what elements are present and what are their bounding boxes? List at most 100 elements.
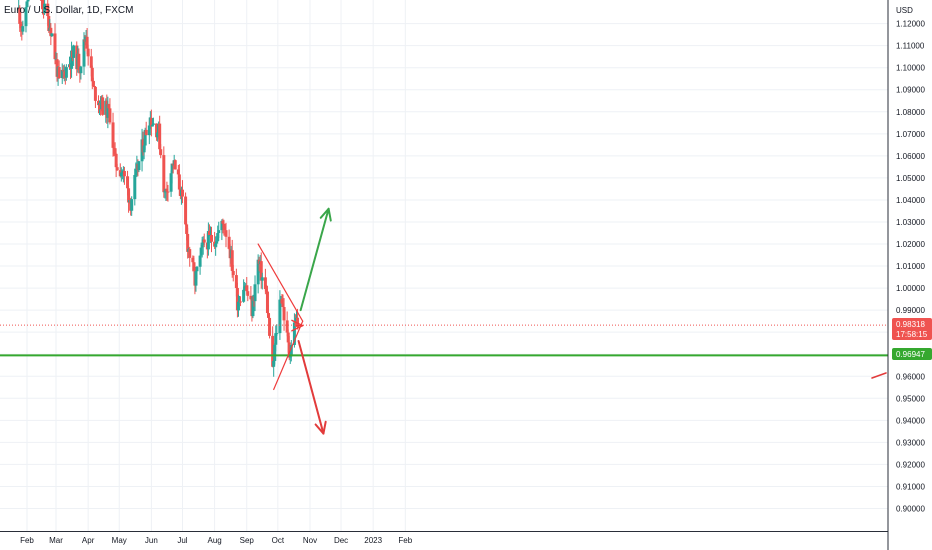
candle-bearish[interactable] <box>162 155 166 193</box>
candle-bullish[interactable] <box>274 333 278 345</box>
candle-bearish[interactable] <box>264 289 268 292</box>
candle-bearish[interactable] <box>177 174 181 190</box>
candle-bullish[interactable] <box>130 199 134 211</box>
candle-bearish[interactable] <box>111 122 115 148</box>
candle-bearish[interactable] <box>47 16 51 32</box>
bearish-arrow-head[interactable] <box>314 420 327 435</box>
breakout-pointer-arrow-head[interactable] <box>291 319 304 332</box>
candle-bearish[interactable] <box>184 196 188 225</box>
candle-bullish[interactable] <box>251 296 255 317</box>
candle-bullish[interactable] <box>119 172 123 177</box>
candle-bullish[interactable] <box>242 289 246 302</box>
candle-bullish[interactable] <box>275 333 279 335</box>
candle-bearish[interactable] <box>282 307 286 321</box>
candle-bullish[interactable] <box>43 3 47 14</box>
candle-bearish[interactable] <box>176 169 180 175</box>
candle-bearish[interactable] <box>281 303 285 308</box>
bearish-arrow-shaft[interactable] <box>297 339 325 435</box>
candle-bearish[interactable] <box>239 301 243 303</box>
candle-bullish[interactable] <box>199 247 203 256</box>
bullish-arrow-head[interactable] <box>319 207 332 222</box>
candlestick-series[interactable] <box>17 0 300 377</box>
candle-bullish[interactable] <box>216 233 220 242</box>
candle-bearish[interactable] <box>224 230 228 237</box>
candle-bearish[interactable] <box>155 123 159 138</box>
candle-bullish[interactable] <box>194 271 198 286</box>
candle-bearish[interactable] <box>221 220 225 224</box>
candle-bearish[interactable] <box>287 342 291 358</box>
candle-bearish[interactable] <box>149 117 153 127</box>
candle-bearish[interactable] <box>231 270 235 276</box>
candle-bearish[interactable] <box>223 227 227 231</box>
candle-bearish[interactable] <box>115 167 119 171</box>
candle-bearish[interactable] <box>268 317 272 336</box>
candle-bearish[interactable] <box>286 332 290 343</box>
candle-bearish[interactable] <box>246 291 250 296</box>
candle-bullish[interactable] <box>215 241 219 244</box>
candle-bearish[interactable] <box>127 188 131 203</box>
candle-bearish[interactable] <box>113 148 117 154</box>
candle-bearish[interactable] <box>259 261 263 281</box>
candle-bullish[interactable] <box>133 174 137 200</box>
symbol-title[interactable]: Euro / U.S. Dollar, 1D, FXCM <box>4 5 134 16</box>
candle-bullish[interactable] <box>64 67 68 78</box>
candle-bullish[interactable] <box>24 7 28 27</box>
candle-bearish[interactable] <box>173 160 177 170</box>
candle-bearish[interactable] <box>126 176 130 189</box>
candle-bullish[interactable] <box>72 45 76 58</box>
candle-bearish[interactable] <box>53 33 57 60</box>
candle-bullish[interactable] <box>220 220 224 231</box>
candle-bearish[interactable] <box>222 223 226 228</box>
candle-bullish[interactable] <box>214 243 218 247</box>
candle-bearish[interactable] <box>41 0 45 10</box>
candle-bullish[interactable] <box>79 66 83 74</box>
candle-bearish[interactable] <box>46 3 50 17</box>
candle-bearish[interactable] <box>97 100 101 106</box>
candle-bullish[interactable] <box>26 0 30 2</box>
candle-bearish[interactable] <box>227 236 231 249</box>
candle-bearish[interactable] <box>86 48 90 57</box>
candle-bearish[interactable] <box>192 262 196 271</box>
candle-bullish[interactable] <box>142 145 146 153</box>
candle-bearish[interactable] <box>89 56 93 68</box>
candle-bearish[interactable] <box>234 275 238 288</box>
candle-bullish[interactable] <box>21 26 25 32</box>
candle-bearish[interactable] <box>90 67 94 82</box>
candle-bullish[interactable] <box>150 124 154 127</box>
candle-bullish[interactable] <box>82 39 86 67</box>
candle-bullish[interactable] <box>217 230 221 234</box>
candle-bullish[interactable] <box>288 356 292 358</box>
candle-bearish[interactable] <box>122 170 126 177</box>
candle-bullish[interactable] <box>206 230 210 250</box>
candle-bearish[interactable] <box>19 23 23 29</box>
candle-bearish[interactable] <box>166 191 170 193</box>
candle-bearish[interactable] <box>267 313 271 318</box>
bullish-arrow-shaft[interactable] <box>299 207 330 312</box>
candle-bearish[interactable] <box>271 335 275 367</box>
candle-bullish[interactable] <box>256 259 260 285</box>
candle-bullish[interactable] <box>70 50 74 69</box>
candle-bullish[interactable] <box>134 169 138 175</box>
candle-bullish[interactable] <box>143 129 147 146</box>
candle-bullish[interactable] <box>170 163 174 174</box>
candle-bullish[interactable] <box>156 132 160 138</box>
drawing-tools[interactable] <box>0 207 888 435</box>
candle-bearish[interactable] <box>207 230 211 236</box>
candle-bullish[interactable] <box>25 1 29 8</box>
candle-bullish[interactable] <box>120 172 124 174</box>
candle-bearish[interactable] <box>245 285 249 292</box>
candle-bullish[interactable] <box>60 69 64 79</box>
candle-bullish[interactable] <box>147 125 151 136</box>
candle-bearish[interactable] <box>285 320 289 333</box>
candle-bearish[interactable] <box>93 86 97 101</box>
candle-bearish[interactable] <box>101 97 105 115</box>
candle-bullish[interactable] <box>151 123 155 125</box>
candle-bearish[interactable] <box>108 108 112 123</box>
candle-bearish[interactable] <box>165 188 169 192</box>
candle-bearish[interactable] <box>180 189 184 197</box>
candle-bearish[interactable] <box>57 67 61 79</box>
candle-bearish[interactable] <box>91 81 95 87</box>
candle-bearish[interactable] <box>144 129 148 136</box>
candle-bearish[interactable] <box>77 53 81 71</box>
